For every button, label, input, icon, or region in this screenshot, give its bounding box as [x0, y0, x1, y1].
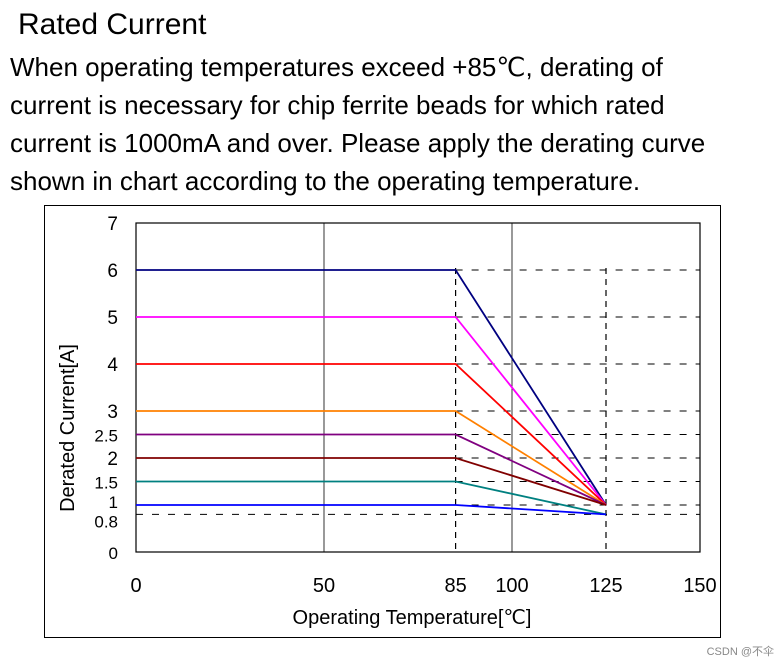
description-line: current is necessary for chip ferrite be… [10, 90, 665, 120]
series-line-4A [136, 363, 607, 506]
description-paragraph: When operating temperatures exceed +85℃,… [10, 48, 705, 200]
x-tick-label: 125 [589, 575, 622, 597]
y-axis-label: Derated Current[A] [57, 344, 79, 512]
description-line: When operating temperatures exceed +85℃,… [10, 52, 663, 82]
series-line-5A [136, 316, 607, 506]
y-tick-label: 2.5 [94, 427, 118, 446]
series-line-1.5A [136, 480, 607, 516]
y-tick-label: 2 [107, 449, 118, 470]
plot-area-border [135, 222, 701, 553]
series-line-2.5A [136, 433, 607, 506]
series-line-6A [136, 269, 607, 506]
y-tick-label: 1.5 [94, 474, 118, 493]
x-tick-label: 0 [130, 575, 141, 597]
page-title: Rated Current [18, 8, 207, 41]
series-line-1A [136, 504, 607, 516]
x-tick-label: 100 [495, 575, 528, 597]
x-tick-label: 50 [313, 575, 335, 597]
x-tick-label: 150 [683, 575, 716, 597]
watermark: CSDN @不伞 [706, 646, 774, 658]
y-tick-label: 6 [107, 261, 118, 282]
chart-frame [44, 205, 721, 638]
description-line: current is 1000mA and over. Please apply… [10, 128, 706, 158]
y-tick-label: 1 [109, 493, 118, 512]
description-line: shown in chart according to the operatin… [10, 166, 641, 196]
y-tick-label: 4 [107, 355, 118, 376]
y-tick-label: 5 [107, 308, 118, 329]
series-line-2A [136, 457, 607, 506]
series-line-3A [136, 410, 607, 506]
x-axis-label: Operating Temperature[℃] [293, 607, 532, 629]
y-tick-label: 0 [109, 544, 118, 563]
y-tick-label: 7 [107, 214, 118, 235]
x-tick-label: 85 [444, 575, 466, 597]
y-tick-label: 3 [107, 402, 118, 423]
y-tick-label: 0.8 [94, 512, 118, 531]
